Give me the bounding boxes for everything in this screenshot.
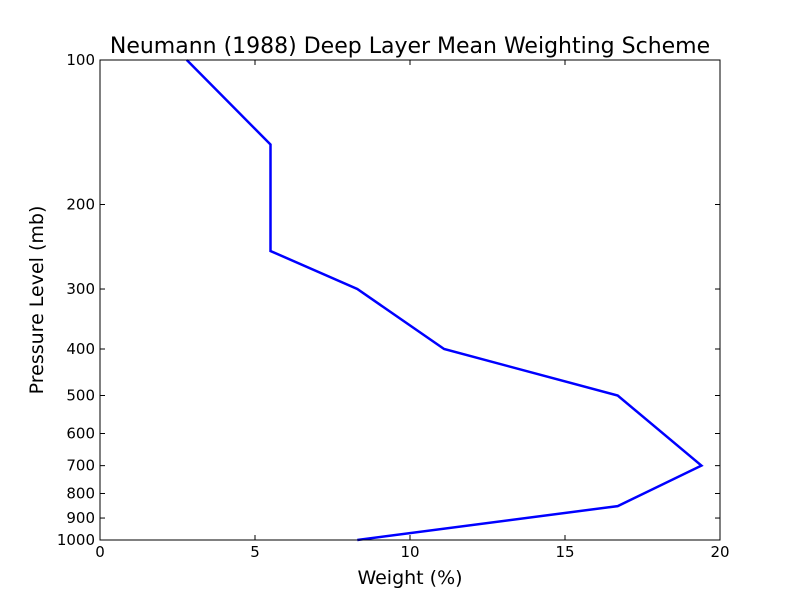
chart-title: Neumann (1988) Deep Layer Mean Weighting… [110, 34, 710, 59]
y-tick-label: 600 [66, 425, 95, 443]
x-tick-label: 0 [95, 543, 105, 561]
y-tick-label: 800 [66, 484, 95, 502]
x-axis-title: Weight (%) [357, 567, 462, 589]
y-tick-label: 700 [66, 457, 95, 475]
y-axis: 100 200 300 400 500 600 700 800 900 1000 [57, 51, 720, 549]
y-tick-label: 100 [66, 51, 95, 69]
y-tick-label: 900 [66, 509, 95, 527]
plot-frame [99, 59, 721, 541]
y-tick-label: 1000 [57, 531, 95, 549]
x-tick-label: 20 [710, 543, 729, 561]
y-axis-title: Pressure Level (mb) [26, 206, 48, 395]
y-tick-label: 500 [66, 387, 95, 405]
y-tick-label: 300 [66, 280, 95, 298]
series-line [185, 59, 704, 542]
x-tick-label: 10 [400, 543, 419, 561]
y-tick-label: 400 [66, 340, 95, 358]
x-tick-label: 5 [250, 543, 260, 561]
x-tick-label: 15 [555, 543, 574, 561]
y-tick-label: 200 [66, 195, 95, 213]
